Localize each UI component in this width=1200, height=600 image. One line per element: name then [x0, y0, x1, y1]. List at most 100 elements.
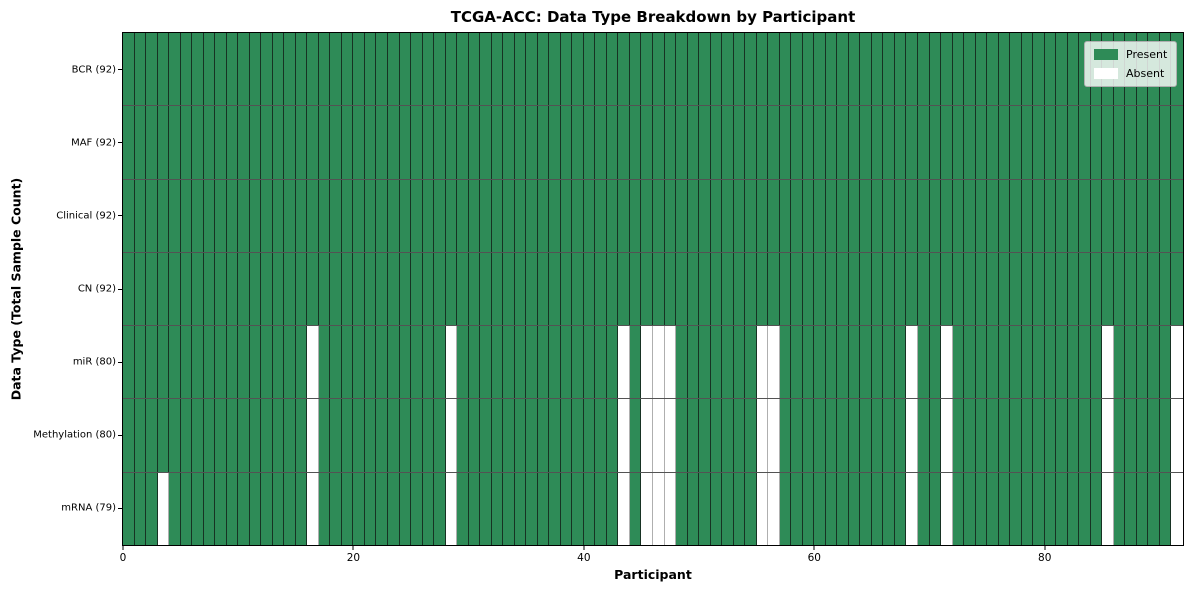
heatmap-cell [307, 179, 319, 252]
heatmap-cell [699, 326, 711, 399]
heatmap-cell [526, 179, 538, 252]
heatmap-cell [629, 179, 642, 252]
heatmap-cell [422, 472, 435, 545]
heatmap-cell [376, 179, 388, 252]
heatmap-cell [146, 472, 158, 545]
heatmap-cell [1148, 472, 1160, 545]
heatmap-cell [134, 106, 147, 179]
heatmap-cell [411, 252, 423, 326]
heatmap-cell [1067, 399, 1080, 472]
heatmap-cell [733, 33, 746, 106]
heatmap-cell [583, 106, 596, 179]
heatmap-cell [353, 472, 365, 545]
heatmap-cell [929, 399, 942, 472]
heatmap-cell [941, 106, 953, 179]
heatmap-cell [618, 399, 630, 472]
heatmap-cell [434, 179, 446, 252]
heatmap-cell [779, 179, 792, 252]
x-axis-title: Participant [614, 567, 692, 582]
heatmap-cell [664, 252, 677, 326]
heatmap-cell [480, 252, 492, 326]
heatmap-cell [376, 252, 388, 326]
heatmap-cell [399, 472, 412, 545]
legend-entry-present: Present [1094, 48, 1167, 61]
heatmap-cell [272, 33, 285, 106]
heatmap-cell [664, 106, 677, 179]
heatmap-cell [917, 179, 930, 252]
heatmap-cell [975, 472, 988, 545]
heatmap-cell [353, 179, 365, 252]
heatmap-cell [134, 252, 147, 326]
heatmap-cell [917, 472, 930, 545]
heatmap-cell [134, 399, 147, 472]
heatmap-cell [123, 106, 135, 179]
heatmap-cell [1125, 472, 1137, 545]
heatmap-cell [445, 472, 458, 545]
heatmap-cell [341, 472, 354, 545]
y-tick-mark [118, 507, 122, 509]
heatmap-cell [699, 33, 711, 106]
heatmap-cell [457, 399, 469, 472]
heatmap-cell [549, 252, 561, 326]
heatmap-cell [871, 106, 884, 179]
heatmap-cell [722, 33, 734, 106]
heatmap-cell [987, 106, 999, 179]
heatmap-cell [814, 472, 826, 545]
heatmap-cell [1067, 252, 1080, 326]
heatmap-cell [295, 179, 308, 252]
heatmap-cell [537, 33, 550, 106]
heatmap-cell [560, 326, 573, 399]
heatmap-cell [215, 472, 227, 545]
heatmap-cell [491, 33, 504, 106]
heatmap-cell [157, 326, 170, 399]
heatmap-cell [606, 179, 619, 252]
heatmap-cell [837, 33, 849, 106]
heatmap-row [123, 252, 1183, 327]
heatmap-cell [203, 106, 216, 179]
heatmap-cell [480, 472, 492, 545]
heatmap-cell [1125, 399, 1137, 472]
heatmap-cell [629, 399, 642, 472]
heatmap-cell [1067, 106, 1080, 179]
heatmap-cell [710, 106, 723, 179]
heatmap-cell [814, 179, 826, 252]
present-swatch-icon [1094, 49, 1118, 60]
heatmap-cell [814, 252, 826, 326]
heatmap-cell [676, 472, 688, 545]
heatmap-cell [399, 326, 412, 399]
heatmap-cell [491, 179, 504, 252]
heatmap-cell [1021, 106, 1034, 179]
heatmap-cell [238, 179, 250, 252]
heatmap-cell [261, 252, 273, 326]
heatmap-cell [318, 399, 331, 472]
heatmap-cell [1067, 33, 1080, 106]
heatmap-cell [1056, 252, 1068, 326]
heatmap-cell [802, 179, 815, 252]
heatmap-cell [123, 472, 135, 545]
heatmap-cell [376, 106, 388, 179]
heatmap-cell [952, 472, 965, 545]
heatmap-cell [964, 326, 976, 399]
heatmap-cell [802, 106, 815, 179]
heatmap-cell [514, 33, 527, 106]
heatmap-cell [699, 399, 711, 472]
heatmap-cell [514, 326, 527, 399]
heatmap-cell [1113, 252, 1126, 326]
heatmap-cell [1010, 472, 1022, 545]
heatmap-cell [929, 179, 942, 252]
heatmap-cell [272, 472, 285, 545]
heatmap-cell [284, 399, 296, 472]
heatmap-cell [837, 326, 849, 399]
heatmap-cell [825, 106, 838, 179]
heatmap-cell [480, 179, 492, 252]
heatmap-cell [1021, 472, 1034, 545]
legend: Present Absent [1084, 41, 1178, 87]
heatmap-cell [860, 179, 872, 252]
heatmap-cell [733, 326, 746, 399]
heatmap-cell [1033, 472, 1045, 545]
x-tick-mark [122, 546, 124, 550]
heatmap-cell [480, 106, 492, 179]
heatmap-cell [169, 472, 181, 545]
heatmap-cell [226, 252, 239, 326]
heatmap-cell [272, 179, 285, 252]
